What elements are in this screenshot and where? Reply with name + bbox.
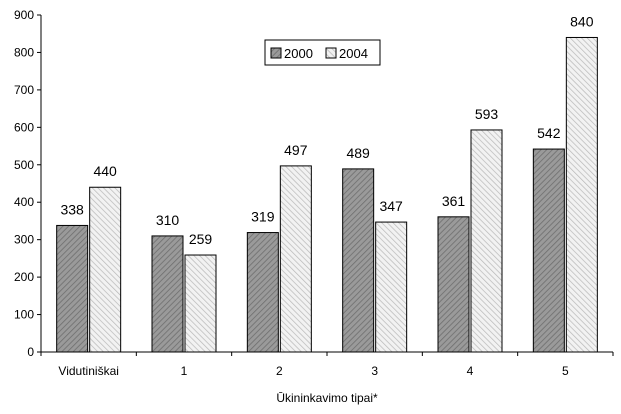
- data-label: 338: [60, 201, 84, 217]
- bar-2004: [470, 129, 503, 353]
- data-label: 259: [189, 231, 213, 247]
- y-tick-label: 900: [14, 8, 34, 22]
- data-label: 440: [93, 163, 117, 179]
- legend-label-2000: 2000: [284, 46, 313, 61]
- y-tick-label: 700: [14, 83, 34, 97]
- bar-2000: [56, 224, 89, 353]
- x-axis: Vidutiniškai 1 2 3 4 5: [40, 351, 614, 378]
- x-axis-title: Ūkininkavimo tipai*: [276, 391, 378, 405]
- data-label: 593: [475, 106, 499, 122]
- bar-2004: [184, 254, 217, 353]
- bar-2000: [151, 235, 184, 353]
- data-label: 840: [570, 13, 594, 29]
- x-tick-label: 2: [276, 364, 283, 378]
- y-tick-label: 300: [14, 233, 34, 247]
- bar-2004: [89, 186, 122, 353]
- y-tick-label: 0: [27, 345, 34, 359]
- y-axis: 0 100 200 300 400 500 600 700 800 900: [14, 8, 42, 359]
- legend-box: [264, 39, 381, 66]
- x-tick-label: 1: [181, 364, 188, 378]
- bar-2000: [532, 148, 565, 353]
- x-tick-label: 4: [467, 364, 474, 378]
- data-label: 319: [251, 209, 275, 225]
- y-tick-label: 200: [14, 270, 34, 284]
- y-tick-label: 600: [14, 120, 34, 134]
- y-tick-label: 400: [14, 195, 34, 209]
- x-tick-label: 5: [562, 364, 569, 378]
- legend-swatch-2004: [325, 47, 337, 59]
- bar-2004: [565, 36, 598, 353]
- bar-2000: [437, 216, 470, 353]
- data-label: 489: [346, 145, 370, 161]
- data-label: 361: [442, 193, 466, 209]
- legend-swatch-2000: [270, 47, 282, 59]
- data-label: 497: [284, 142, 308, 158]
- bars: [56, 36, 598, 353]
- legend: 2000 2004: [264, 39, 381, 66]
- bar-2000: [246, 232, 279, 353]
- legend-label-2004: 2004: [339, 46, 368, 61]
- bar-2004: [375, 221, 408, 353]
- bar-2000: [342, 168, 375, 353]
- data-label: 310: [156, 212, 180, 228]
- x-tick-label: Vidutiniškai: [58, 364, 118, 378]
- bar-2004: [279, 165, 312, 353]
- y-tick-label: 800: [14, 45, 34, 59]
- x-tick-label: 3: [371, 364, 378, 378]
- data-labels: 338 440 310 259 319 497 489 347 361 593 542 840: [60, 13, 593, 247]
- data-label: 542: [537, 125, 561, 141]
- y-tick-label: 100: [14, 308, 34, 322]
- y-tick-label: 500: [14, 158, 34, 172]
- data-label: 347: [379, 198, 403, 214]
